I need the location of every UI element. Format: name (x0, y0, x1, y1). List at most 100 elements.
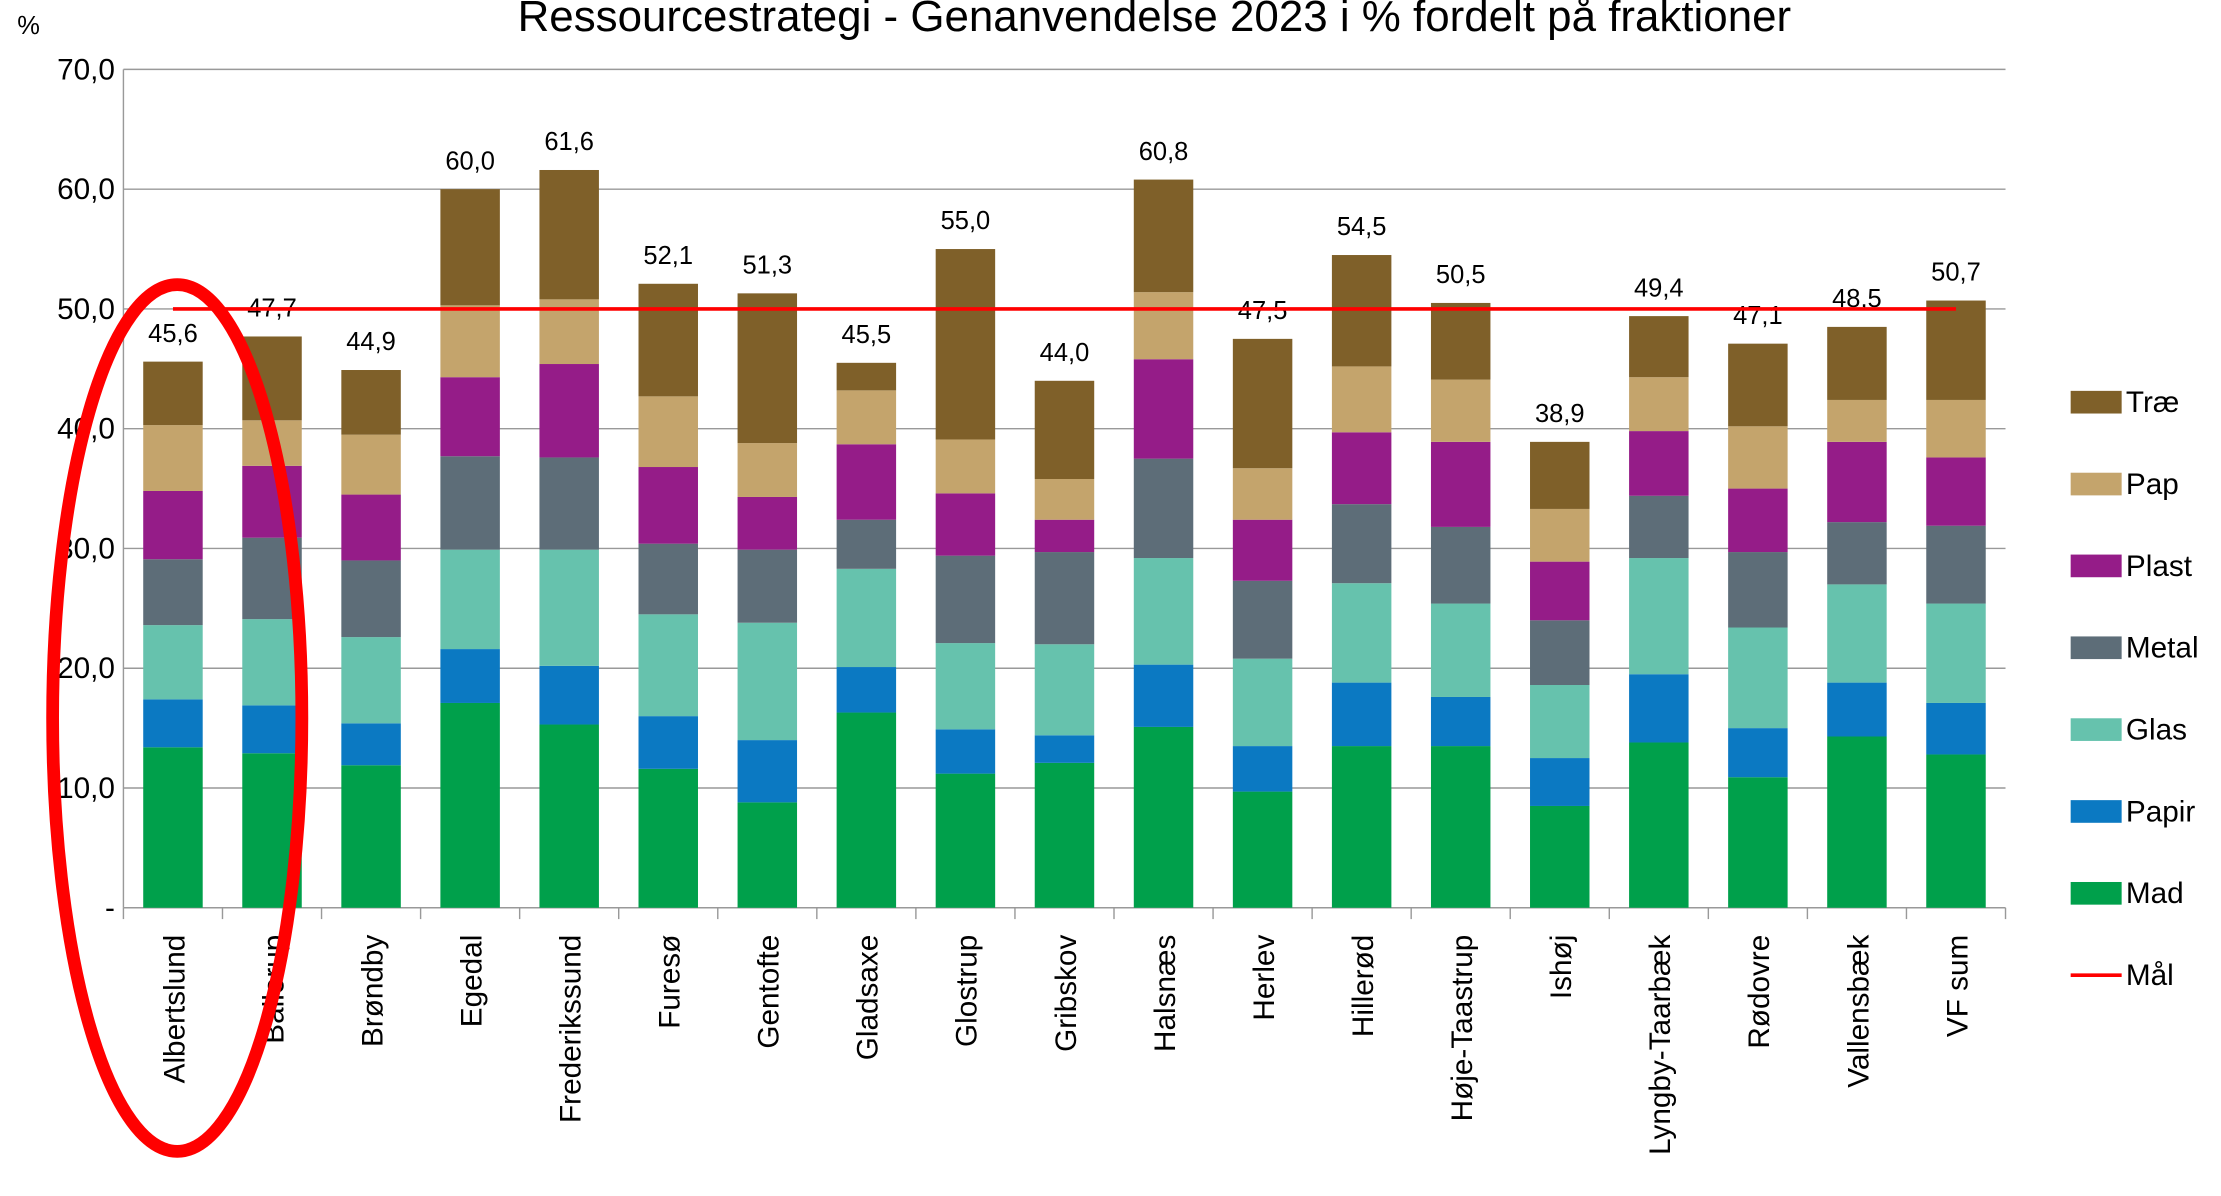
legend-label: Metal (2126, 632, 2199, 665)
bar-segment (143, 747, 203, 908)
bar-segment (1926, 457, 1986, 526)
legend-swatch (2070, 881, 2122, 905)
bar-segment (1827, 682, 1887, 737)
total-label: 44,0 (1040, 339, 1090, 367)
y-tick-label: 10,0 (57, 772, 115, 805)
bar-segment (836, 667, 897, 713)
x-tick-label: Ishøj (1545, 935, 1578, 999)
bar-segment (1926, 300, 1986, 400)
bar-segment (935, 773, 996, 908)
bar-segment (836, 390, 897, 445)
bar-segment (143, 699, 203, 748)
bar-segment (1827, 584, 1887, 683)
bar-segment (638, 543, 698, 615)
legend-swatch (2070, 390, 2122, 414)
bar-segment (1629, 558, 1689, 675)
bar-segment (539, 665, 599, 725)
total-label: 44,9 (346, 328, 396, 356)
bar-segment (737, 293, 798, 444)
bar-segment (1034, 644, 1095, 736)
bar-segment (1232, 658, 1293, 747)
bar-segment (1331, 432, 1392, 505)
bar-segment (935, 729, 996, 774)
y-axis-label: % (17, 12, 40, 40)
bar-segment (1827, 399, 1887, 442)
bar-segment (1430, 603, 1491, 697)
bar-segment (1728, 777, 1788, 908)
bar-segment (935, 555, 996, 644)
y-tick-label: - (105, 892, 115, 925)
bar-segment (1728, 426, 1788, 489)
bar-segment (638, 716, 698, 769)
total-label: 45,5 (842, 321, 892, 349)
bar-segment (242, 619, 302, 706)
legend-label: Plast (2126, 550, 2193, 583)
bar-segment (143, 490, 203, 560)
bar-segment (341, 637, 401, 724)
bar-segment (1133, 664, 1194, 727)
bar-segment (440, 189, 500, 306)
bar-segment (1331, 255, 1392, 367)
bar-segment (1827, 441, 1887, 523)
bar-segment (1926, 754, 1986, 908)
total-label: 45,6 (148, 320, 198, 348)
y-tick-label: 50,0 (57, 293, 115, 326)
bar-segment (935, 643, 996, 730)
total-label: 55,0 (941, 207, 991, 235)
y-tick-label: 20,0 (57, 652, 115, 685)
bar-segment (143, 559, 203, 626)
bar-segment (1629, 674, 1689, 743)
bar-segment (1728, 488, 1788, 553)
bar-segment (1530, 684, 1590, 759)
bar-segment (1331, 583, 1392, 683)
x-tick-label: VF sum (1941, 935, 1974, 1037)
bar-segment (638, 467, 698, 544)
bar-segment (737, 622, 798, 741)
bar-segment (737, 802, 798, 908)
bar-segment (737, 740, 798, 803)
legend-label: Mål (2126, 959, 2174, 992)
x-tick-label: Gladsaxe (852, 935, 885, 1061)
legend-label: Mad (2126, 877, 2184, 910)
bar-segment (440, 549, 500, 650)
bar-segment (440, 649, 500, 703)
total-label: 49,4 (1634, 274, 1684, 302)
bar-segment (638, 768, 698, 908)
bar-segment (836, 712, 897, 908)
total-label: 47,5 (1238, 297, 1288, 325)
total-label: 60,0 (445, 147, 495, 175)
bar-segment (737, 549, 798, 623)
bar-segment (1629, 742, 1689, 908)
x-tick-label: Halsnæs (1149, 935, 1182, 1052)
bar-segment (539, 169, 599, 300)
bar-segment (1331, 746, 1392, 908)
legend-swatch (2070, 800, 2122, 823)
bar-segment (1926, 525, 1986, 604)
bar-segment (341, 560, 401, 638)
bar-segment (1430, 302, 1491, 380)
bar-segment (1133, 458, 1194, 559)
bar-segment (1232, 468, 1293, 520)
bar-segment (836, 519, 897, 569)
bar-segment (1331, 366, 1392, 433)
bar-segment (1034, 519, 1095, 553)
bar-segment (341, 494, 401, 561)
legend-swatch (2070, 472, 2122, 496)
legend-swatch (2070, 718, 2122, 741)
bar-segment (539, 364, 599, 458)
bar-segment (1728, 343, 1788, 427)
bar-segment (1728, 552, 1788, 628)
bar-segment (1232, 338, 1293, 469)
y-tick-label: 70,0 (57, 53, 115, 86)
bar-segment (1034, 762, 1095, 908)
bar-segment (143, 361, 203, 426)
bar-segment (1430, 696, 1491, 747)
bar-segment (1232, 791, 1293, 908)
bar-segment (341, 434, 401, 495)
bar-segment (638, 283, 698, 397)
total-label: 54,5 (1337, 213, 1387, 241)
bar-segment (1728, 627, 1788, 729)
legend-swatch (2070, 554, 2122, 578)
x-tick-label: Vallensbæk (1842, 935, 1875, 1088)
